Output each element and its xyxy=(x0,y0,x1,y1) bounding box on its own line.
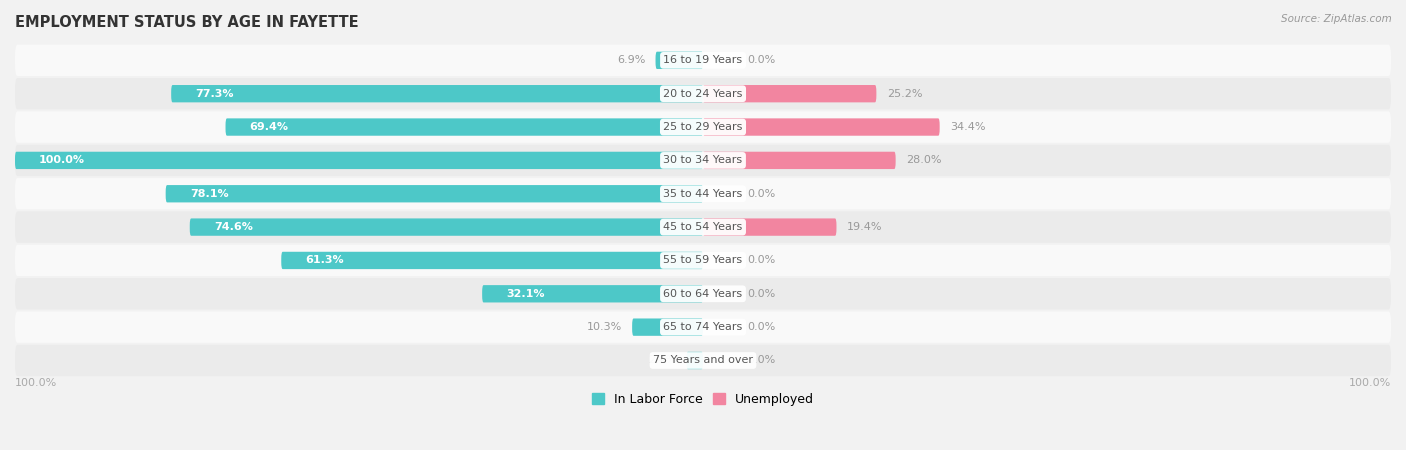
Text: 55 to 59 Years: 55 to 59 Years xyxy=(664,256,742,266)
Text: 28.0%: 28.0% xyxy=(905,155,942,166)
FancyBboxPatch shape xyxy=(281,252,703,269)
FancyBboxPatch shape xyxy=(166,185,703,202)
Text: 2.4%: 2.4% xyxy=(648,356,676,365)
FancyBboxPatch shape xyxy=(15,145,1391,176)
FancyBboxPatch shape xyxy=(703,85,876,102)
Text: 10.3%: 10.3% xyxy=(586,322,621,332)
Text: 25 to 29 Years: 25 to 29 Years xyxy=(664,122,742,132)
Text: 0.0%: 0.0% xyxy=(748,289,776,299)
Text: 74.6%: 74.6% xyxy=(214,222,253,232)
FancyBboxPatch shape xyxy=(703,218,837,236)
Text: 61.3%: 61.3% xyxy=(305,256,344,266)
Text: 100.0%: 100.0% xyxy=(15,378,58,388)
Text: 16 to 19 Years: 16 to 19 Years xyxy=(664,55,742,65)
Text: 100.0%: 100.0% xyxy=(1348,378,1391,388)
Text: 75 Years and over: 75 Years and over xyxy=(652,356,754,365)
FancyBboxPatch shape xyxy=(686,352,703,369)
FancyBboxPatch shape xyxy=(15,111,1391,143)
Text: 0.0%: 0.0% xyxy=(748,55,776,65)
FancyBboxPatch shape xyxy=(15,45,1391,76)
FancyBboxPatch shape xyxy=(482,285,703,302)
FancyBboxPatch shape xyxy=(703,152,896,169)
Text: 30 to 34 Years: 30 to 34 Years xyxy=(664,155,742,166)
Text: 77.3%: 77.3% xyxy=(195,89,233,99)
Text: 78.1%: 78.1% xyxy=(190,189,228,199)
FancyBboxPatch shape xyxy=(225,118,703,136)
Text: 45 to 54 Years: 45 to 54 Years xyxy=(664,222,742,232)
Text: 32.1%: 32.1% xyxy=(506,289,544,299)
Text: 0.0%: 0.0% xyxy=(748,256,776,266)
Text: 25.2%: 25.2% xyxy=(887,89,922,99)
Text: 0.0%: 0.0% xyxy=(748,189,776,199)
Text: 100.0%: 100.0% xyxy=(39,155,86,166)
FancyBboxPatch shape xyxy=(15,245,1391,276)
Text: EMPLOYMENT STATUS BY AGE IN FAYETTE: EMPLOYMENT STATUS BY AGE IN FAYETTE xyxy=(15,15,359,30)
Text: 0.0%: 0.0% xyxy=(748,322,776,332)
Text: 69.4%: 69.4% xyxy=(250,122,288,132)
FancyBboxPatch shape xyxy=(15,345,1391,376)
FancyBboxPatch shape xyxy=(633,319,703,336)
Text: 65 to 74 Years: 65 to 74 Years xyxy=(664,322,742,332)
FancyBboxPatch shape xyxy=(15,152,703,169)
FancyBboxPatch shape xyxy=(15,278,1391,310)
FancyBboxPatch shape xyxy=(655,52,703,69)
FancyBboxPatch shape xyxy=(703,118,939,136)
FancyBboxPatch shape xyxy=(172,85,703,102)
FancyBboxPatch shape xyxy=(15,311,1391,343)
FancyBboxPatch shape xyxy=(15,212,1391,243)
Text: 0.0%: 0.0% xyxy=(748,356,776,365)
FancyBboxPatch shape xyxy=(15,178,1391,209)
Text: 20 to 24 Years: 20 to 24 Years xyxy=(664,89,742,99)
Text: 6.9%: 6.9% xyxy=(617,55,645,65)
Text: Source: ZipAtlas.com: Source: ZipAtlas.com xyxy=(1281,14,1392,23)
Text: 34.4%: 34.4% xyxy=(950,122,986,132)
Text: 35 to 44 Years: 35 to 44 Years xyxy=(664,189,742,199)
FancyBboxPatch shape xyxy=(15,78,1391,109)
FancyBboxPatch shape xyxy=(190,218,703,236)
Text: 60 to 64 Years: 60 to 64 Years xyxy=(664,289,742,299)
Legend: In Labor Force, Unemployed: In Labor Force, Unemployed xyxy=(586,388,820,411)
Text: 19.4%: 19.4% xyxy=(846,222,883,232)
